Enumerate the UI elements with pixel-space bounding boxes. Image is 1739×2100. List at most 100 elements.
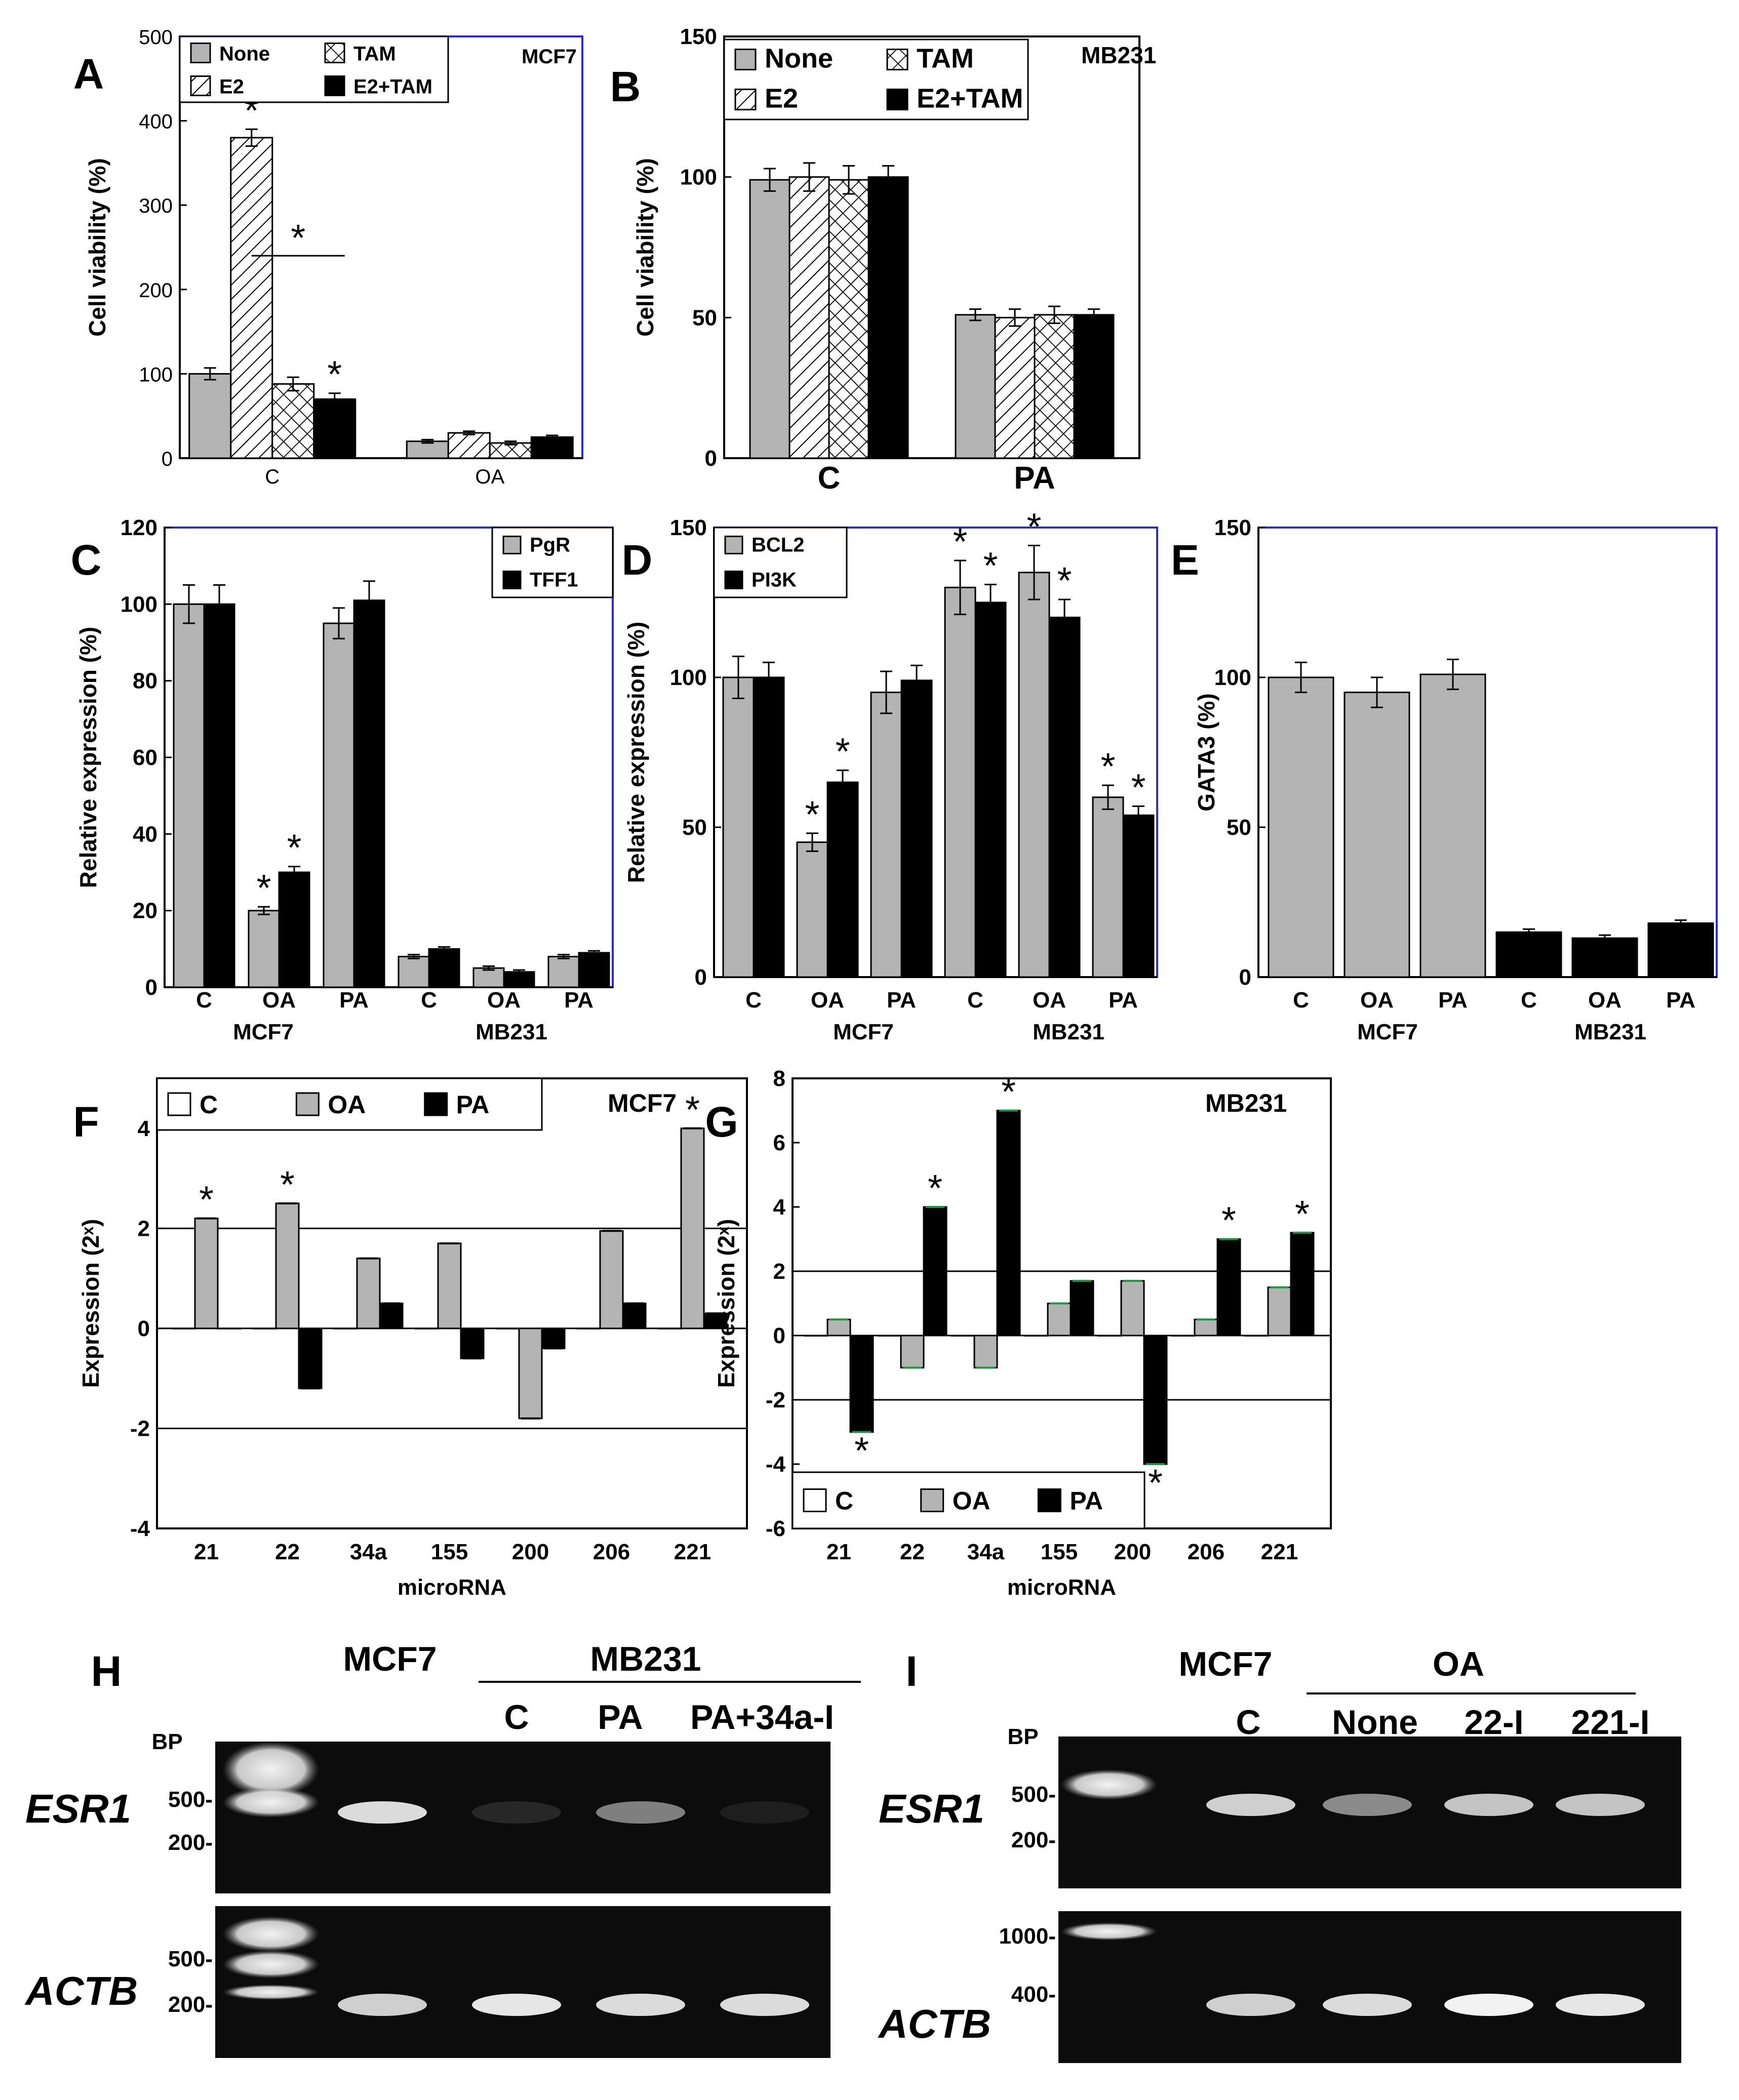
group-label: MB231: [1033, 1020, 1104, 1044]
legend-label: PA: [1070, 1487, 1103, 1515]
lane-label: None: [1332, 1703, 1418, 1742]
bar-c: [495, 1327, 520, 1329]
bp-marker: 500-: [168, 1947, 213, 1971]
bar-c: [333, 1327, 358, 1329]
y-tick-label: 400: [139, 111, 173, 133]
legend-swatch: [324, 43, 345, 63]
bar-tff1: [278, 871, 310, 988]
bar-tam: [271, 383, 315, 459]
significance-star: *: [1027, 506, 1042, 548]
bar-oa: [518, 1327, 543, 1420]
legend-swatch: [424, 1092, 448, 1116]
significance-star: *: [1148, 1462, 1163, 1504]
y-tick-label: 100: [139, 364, 173, 386]
category-label: OA: [811, 988, 844, 1013]
bar-e2-tam: [530, 436, 574, 459]
legend-label: E2: [765, 84, 798, 114]
bar-pi3k: [1122, 814, 1155, 978]
y-tick-label: 150: [1214, 515, 1251, 540]
sample-band: [338, 1801, 427, 1824]
significance-star: *: [805, 793, 820, 835]
bp-marker: 200-: [168, 1830, 213, 1855]
y-tick-label: 4: [138, 1116, 150, 1141]
panel-letter: C: [71, 536, 102, 584]
bar-pgr: [173, 603, 205, 988]
y-tick-label: 0: [162, 448, 173, 470]
y-tick-label: 2: [138, 1216, 150, 1241]
category-label: C: [745, 988, 762, 1013]
y-tick-label: 0: [145, 975, 157, 1000]
legend-swatch: [1037, 1488, 1061, 1512]
gel-panel-i: I MCF7 OA C None 22-I 221-I BP 500- 200- ESR1 1000-…: [878, 1645, 1681, 2063]
gene-label: ACTB: [24, 1968, 138, 2013]
legend-label: E2+TAM: [917, 84, 1023, 114]
cell-line-label: MB231: [1081, 42, 1156, 68]
y-tick-label: 50: [682, 815, 707, 840]
legend-swatch: [295, 1092, 320, 1116]
bar-bcl2: [796, 841, 828, 978]
legend-label: PA: [456, 1091, 490, 1119]
significance-star: *: [836, 731, 850, 773]
category-label: PA: [1438, 988, 1468, 1013]
category-label: 155: [1041, 1540, 1078, 1564]
panel-letter: B: [610, 63, 641, 110]
significance-star: *: [280, 1163, 295, 1205]
lane-label: C: [504, 1698, 529, 1736]
legend-label: C: [200, 1091, 218, 1119]
lane-label: PA: [598, 1698, 643, 1736]
bar-pi3k: [826, 781, 859, 978]
bar-c: [576, 1327, 601, 1329]
gel-image: [1058, 1911, 1681, 2063]
ladder-band: [223, 1742, 319, 1797]
category-label: OA: [1360, 988, 1394, 1013]
y-tick-label: 50: [1227, 815, 1251, 840]
legend-swatch: [190, 75, 211, 96]
bar-pgr: [472, 967, 505, 988]
bar-oa: [356, 1258, 381, 1329]
sample-band: [1556, 1794, 1645, 1816]
bar-e2-tam: [1073, 314, 1115, 459]
bar-bcl2: [1018, 572, 1050, 978]
y-tick-label: 4: [773, 1195, 786, 1220]
lane-label: 221-I: [1571, 1703, 1650, 1742]
significance-star: *: [953, 520, 968, 562]
category-label: PA: [887, 988, 916, 1013]
y-axis-label: Expression (2ˣ): [713, 1219, 739, 1388]
bar-oa: [1120, 1280, 1145, 1337]
significance-star: *: [685, 1088, 700, 1130]
gel-group-header: MB231: [590, 1640, 701, 1678]
bar-e2: [230, 137, 273, 459]
y-tick-label: 0: [773, 1323, 785, 1348]
gene-label: ESR1: [879, 1786, 984, 1831]
legend: C OA PA: [792, 1471, 1145, 1529]
y-tick-label: 0: [695, 965, 707, 990]
y-tick-label: 150: [670, 515, 707, 540]
y-axis-label: Cell viability (%): [84, 158, 110, 337]
bp-marker: 200-: [168, 1992, 213, 2017]
category-label: PA: [1109, 988, 1138, 1013]
category-label: OA: [1033, 988, 1066, 1013]
category-label: 200: [1114, 1540, 1151, 1564]
category-label: C: [967, 988, 983, 1013]
cell-line-label: MCF7: [522, 46, 577, 68]
legend-label: None: [765, 44, 833, 74]
bp-marker: 1000-: [999, 1924, 1056, 1949]
legend-box: [723, 38, 1029, 120]
legend-swatch: [502, 536, 522, 554]
bar-value: [1268, 676, 1334, 978]
legend-swatch: [920, 1488, 944, 1512]
category-label: 22: [900, 1540, 925, 1564]
category-label: C: [1293, 988, 1309, 1013]
category-label: C: [196, 988, 212, 1013]
bar-tam: [1034, 314, 1075, 459]
group-label: MB231: [476, 1020, 547, 1044]
sample-band: [720, 1801, 809, 1824]
panel-letter: H: [91, 1647, 122, 1695]
panel-letter: D: [622, 536, 653, 584]
significance-star: *: [327, 353, 342, 395]
lane-label: C: [1236, 1703, 1260, 1742]
significance-star: *: [928, 1167, 942, 1209]
significance-star: *: [199, 1179, 214, 1221]
